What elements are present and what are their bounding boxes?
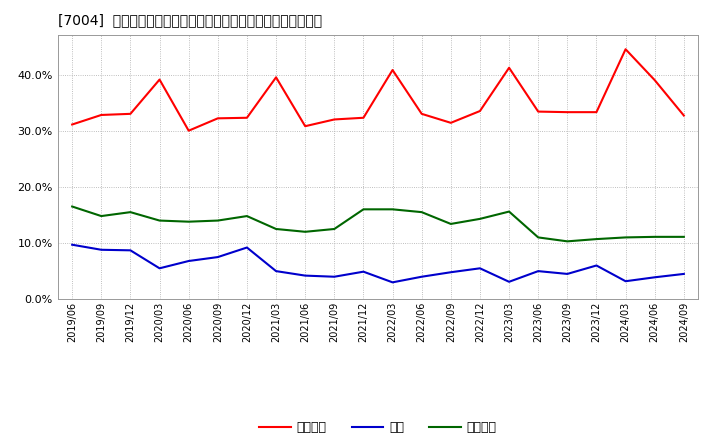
売上債権 [126, 111, 135, 117]
売上債権 [621, 47, 630, 52]
買入債務 [301, 229, 310, 235]
買入債務 [97, 213, 106, 219]
在庫 [243, 245, 251, 250]
在庫 [156, 266, 164, 271]
在庫 [184, 258, 193, 264]
在庫 [446, 270, 455, 275]
売上債権 [243, 115, 251, 121]
買入債務 [68, 204, 76, 209]
在庫 [621, 279, 630, 284]
売上債権 [476, 108, 485, 114]
在庫 [301, 273, 310, 278]
在庫 [126, 248, 135, 253]
売上債権 [156, 77, 164, 82]
売上債権 [97, 112, 106, 117]
在庫 [213, 254, 222, 260]
在庫 [418, 274, 426, 279]
在庫 [680, 271, 688, 277]
在庫 [592, 263, 600, 268]
買入債務 [271, 226, 280, 231]
Line: 買入債務: 買入債務 [72, 206, 684, 242]
買入債務 [126, 209, 135, 215]
買入債務 [505, 209, 513, 214]
買入債務 [534, 235, 543, 240]
売上債権 [213, 116, 222, 121]
Legend: 売上債権, 在庫, 買入債務: 売上債権, 在庫, 買入債務 [254, 416, 502, 439]
買入債務 [592, 236, 600, 242]
売上債権 [650, 77, 659, 83]
買入債務 [650, 234, 659, 239]
在庫 [563, 271, 572, 277]
買入債務 [446, 221, 455, 227]
売上債権 [563, 110, 572, 115]
売上債権 [301, 124, 310, 129]
在庫 [650, 275, 659, 280]
買入債務 [563, 239, 572, 244]
在庫 [330, 274, 338, 279]
買入債務 [680, 234, 688, 239]
売上債権 [388, 67, 397, 73]
買入債務 [184, 219, 193, 224]
売上債権 [534, 109, 543, 114]
売上債権 [271, 75, 280, 80]
在庫 [534, 268, 543, 274]
在庫 [505, 279, 513, 284]
売上債権 [592, 110, 600, 115]
売上債権 [330, 117, 338, 122]
在庫 [68, 242, 76, 247]
在庫 [359, 269, 368, 274]
買入債務 [388, 207, 397, 212]
売上債権 [680, 113, 688, 118]
在庫 [388, 280, 397, 285]
買入債務 [243, 213, 251, 219]
売上債権 [184, 128, 193, 133]
売上債権 [68, 122, 76, 127]
Line: 売上債権: 売上債権 [72, 49, 684, 131]
売上債権 [505, 65, 513, 70]
売上債権 [418, 111, 426, 117]
買入債務 [418, 209, 426, 215]
在庫 [97, 247, 106, 253]
在庫 [271, 268, 280, 274]
買入債務 [359, 207, 368, 212]
買入債務 [621, 235, 630, 240]
買入債務 [156, 218, 164, 223]
売上債権 [359, 115, 368, 121]
買入債務 [213, 218, 222, 223]
買入債務 [330, 226, 338, 231]
買入債務 [476, 216, 485, 221]
売上債権 [446, 120, 455, 125]
Line: 在庫: 在庫 [72, 245, 684, 282]
Text: [7004]  売上債権、在庫、買入債務の総資産に対する比率の推移: [7004] 売上債権、在庫、買入債務の総資産に対する比率の推移 [58, 13, 322, 27]
在庫 [476, 266, 485, 271]
